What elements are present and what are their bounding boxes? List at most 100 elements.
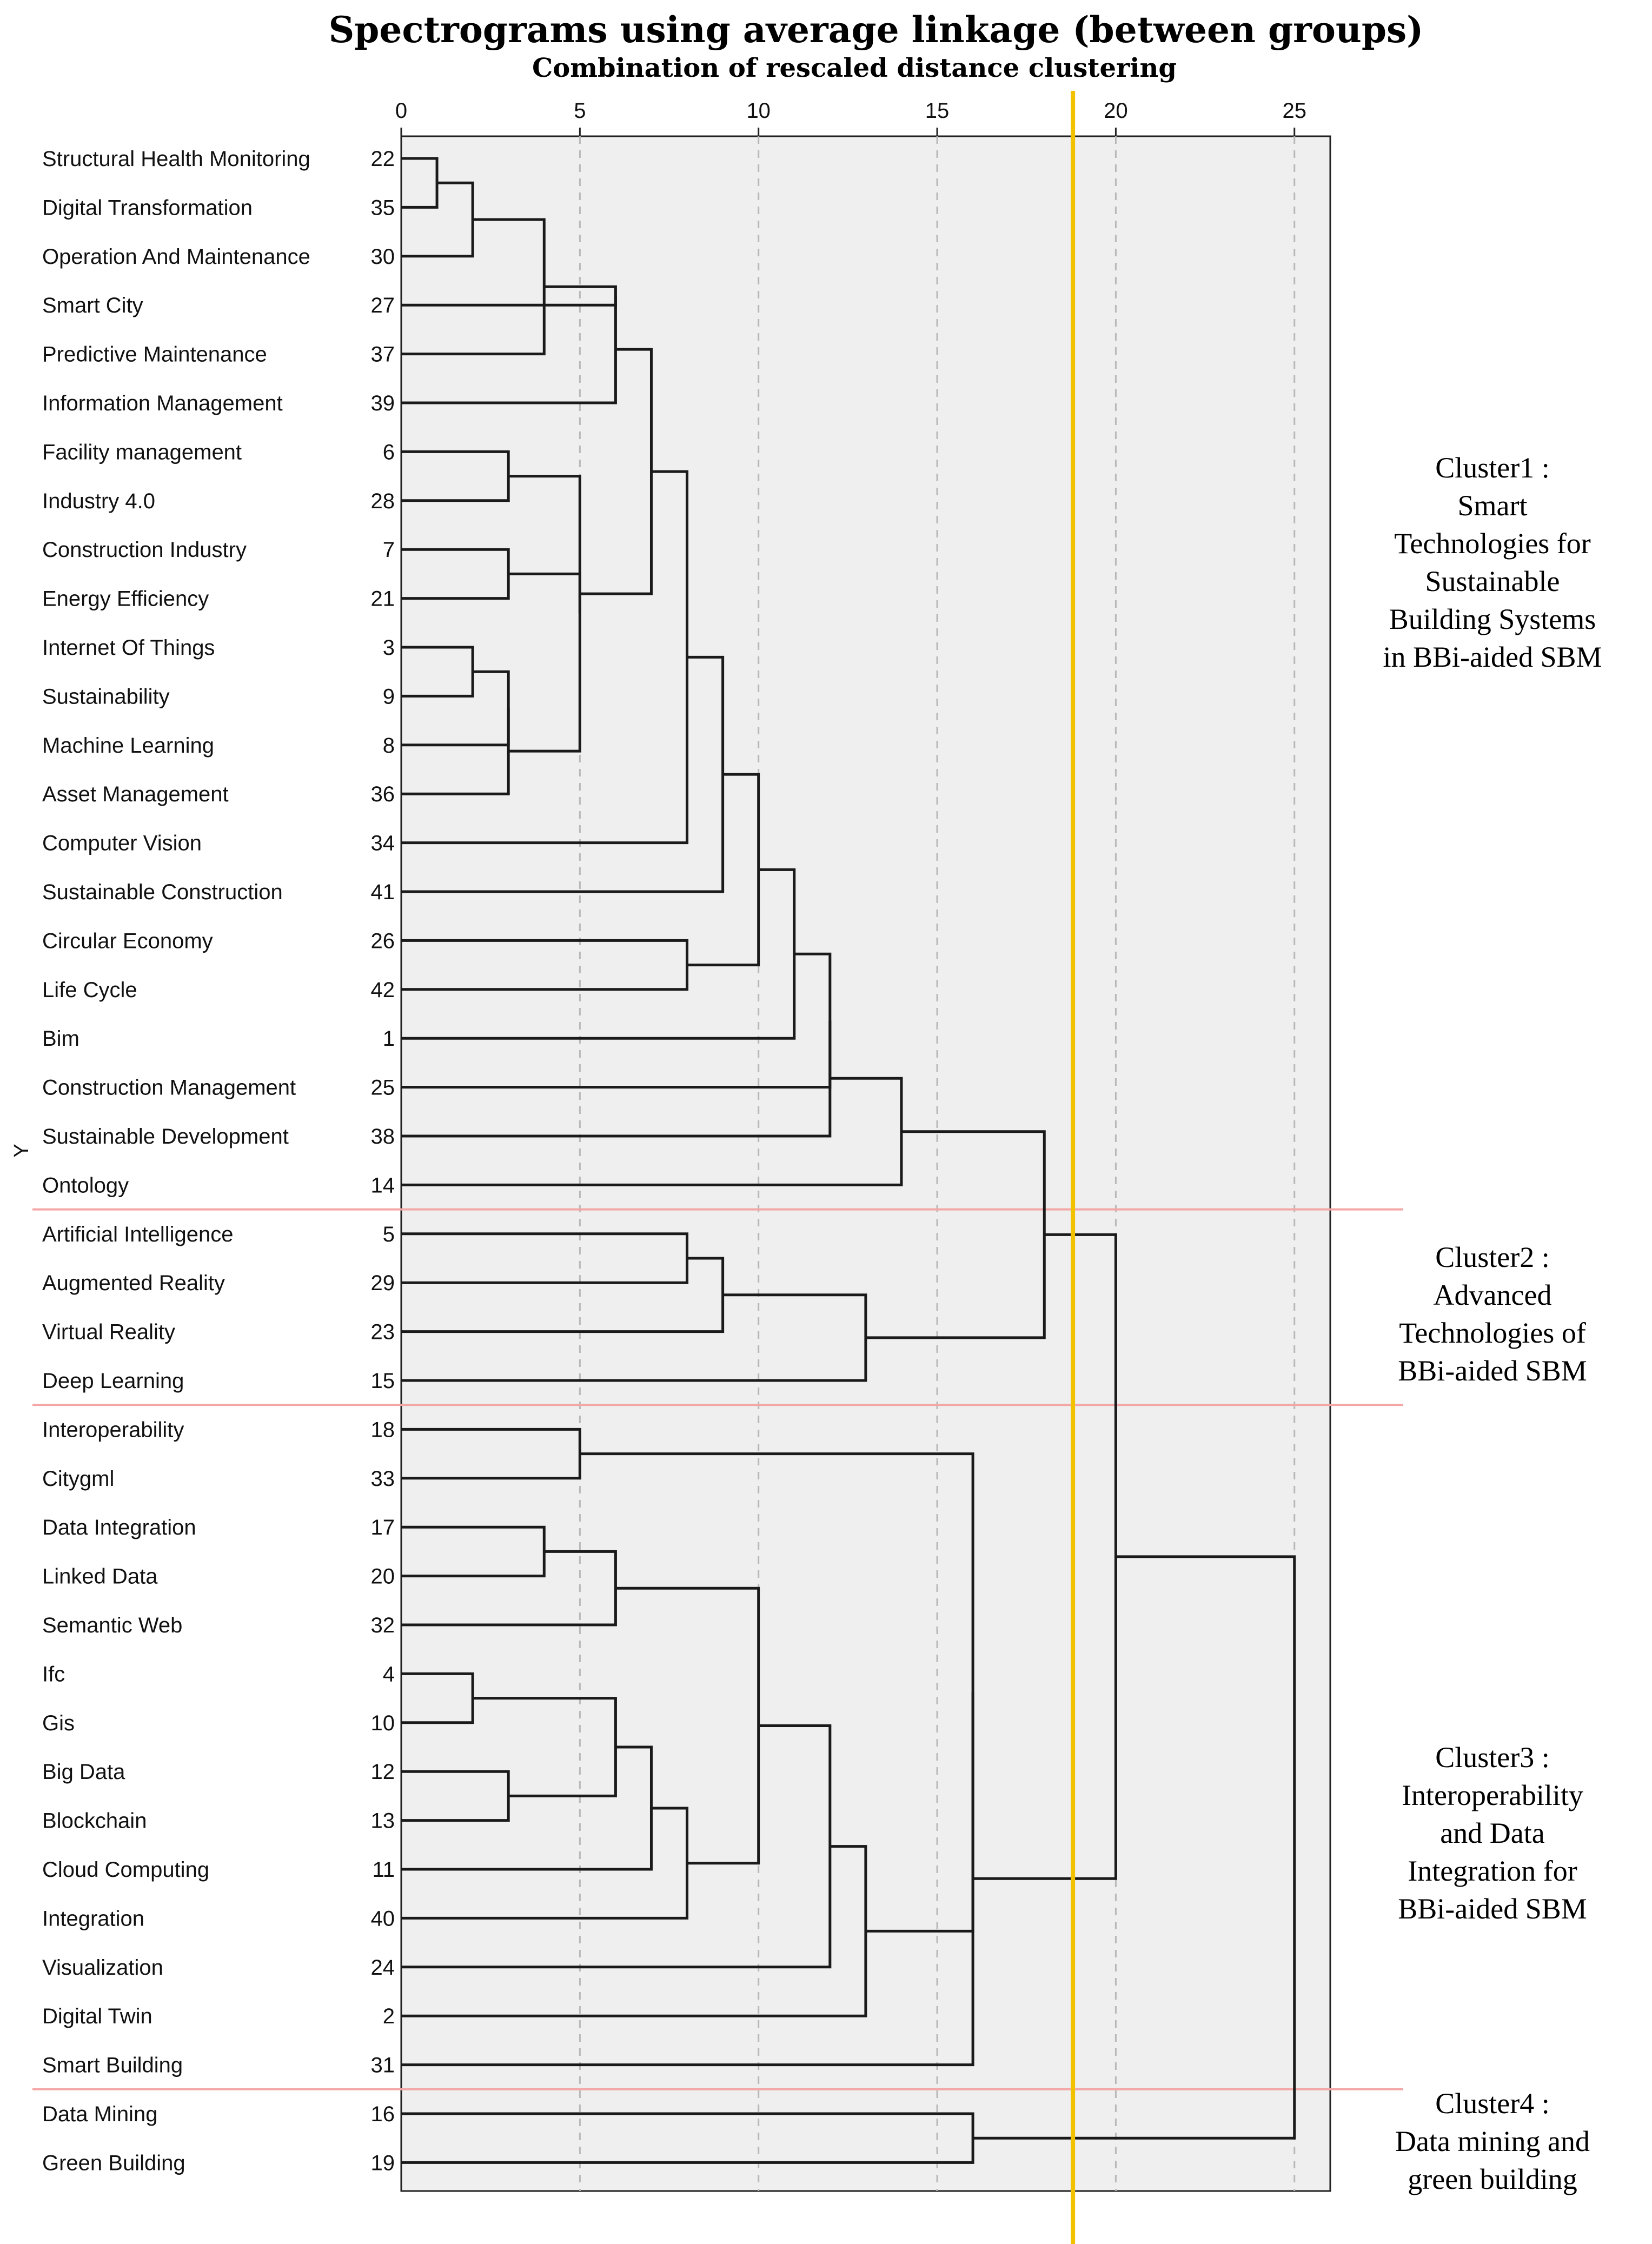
- cluster-label-line: Cluster1 :: [1435, 452, 1550, 484]
- cluster-label: Cluster2 : Advanced Technologies of BBi-aid…: [1398, 1241, 1587, 1387]
- leaf-label: Augmented Reality: [42, 1271, 225, 1295]
- cluster-label-line: Data mining and: [1395, 2125, 1590, 2157]
- leaf-id: 16: [371, 2102, 395, 2126]
- leaf-id: 10: [371, 1711, 395, 1735]
- leaf-label: Deep Learning: [42, 1369, 184, 1393]
- leaf-id: 7: [383, 538, 395, 562]
- leaf-label: Green Building: [42, 2151, 185, 2175]
- leaf-id: 39: [371, 391, 395, 415]
- dendrogram-link: [973, 1555, 1296, 2140]
- leaf-id: 5: [383, 1223, 395, 1246]
- leaf-id: 40: [371, 1907, 395, 1930]
- leaf-id: 28: [371, 489, 395, 513]
- dendrogram-link: [401, 1692, 974, 2067]
- chart-subtitle: Combination of rescaled distance cluster…: [532, 53, 1177, 83]
- cluster-label-line: Technologies of: [1399, 1317, 1586, 1349]
- leaf-label: Gis: [42, 1711, 75, 1735]
- leaf-label: Life Cycle: [42, 978, 137, 1002]
- leaf-id: 27: [371, 294, 395, 317]
- leaf-id: 36: [371, 782, 395, 806]
- leaf-label: Machine Learning: [42, 734, 214, 758]
- cluster-label-line: Cluster4 :: [1435, 2087, 1550, 2120]
- leaf-label: Sustainable Construction: [42, 880, 283, 904]
- leaf-label: Data Integration: [42, 1516, 196, 1539]
- leaf-label: Data Mining: [42, 2102, 157, 2126]
- leaf-label: Facility management: [42, 440, 242, 464]
- leaf-id: 9: [383, 685, 395, 708]
- dendrogram-link: [580, 1452, 974, 1933]
- leaf-label: Cloud Computing: [42, 1858, 209, 1882]
- leaf-label: Ontology: [42, 1173, 129, 1197]
- cluster-label-line: in BBi-aided SBM: [1383, 641, 1602, 673]
- cluster-label-line: Advanced: [1434, 1279, 1552, 1311]
- leaf-label: Asset Management: [42, 782, 229, 806]
- leaf-label: Semantic Web: [42, 1614, 182, 1637]
- leaf-id: 22: [371, 147, 395, 171]
- cluster-label-line: BBi-aided SBM: [1398, 1355, 1587, 1387]
- leaf-label: Integration: [42, 1907, 144, 1930]
- leaf-id: 25: [371, 1076, 395, 1100]
- leaf-id: 12: [371, 1760, 395, 1784]
- leaf-label: Citygml: [42, 1467, 114, 1491]
- leaf-id: 26: [371, 929, 395, 953]
- leaf-label: Energy Efficiency: [42, 587, 209, 611]
- leaf-label: Internet Of Things: [42, 636, 215, 660]
- leaf-label: Visualization: [42, 1956, 163, 1980]
- cluster-label-line: Cluster3 :: [1435, 1741, 1550, 1774]
- leaf-id: 19: [371, 2151, 395, 2175]
- leaf-id: 37: [371, 343, 395, 367]
- cluster-label-line: BBi-aided SBM: [1398, 1893, 1587, 1925]
- cluster-label: Cluster3 : Interoperability and Data Integr…: [1398, 1741, 1587, 1925]
- leaf-label: Artificial Intelligence: [42, 1223, 234, 1246]
- x-tick-label: 25: [1283, 99, 1307, 123]
- dendrogram-link: [401, 708, 510, 795]
- cluster-label-line: and Data: [1440, 1817, 1544, 1849]
- leaf-id: 23: [371, 1320, 395, 1344]
- dendrogram-link: [508, 572, 581, 614]
- x-tick-label: 5: [574, 99, 586, 123]
- cluster-label-line: Building Systems: [1389, 603, 1596, 635]
- leaf-id: 21: [371, 587, 395, 611]
- leaf-label: Smart City: [42, 294, 143, 317]
- leaf-label: Sustainability: [42, 685, 170, 708]
- leaf-id: 31: [371, 2054, 395, 2077]
- leaf-id: 15: [371, 1369, 395, 1393]
- leaf-id: 34: [371, 832, 395, 855]
- leaf-label: Industry 4.0: [42, 489, 155, 513]
- leaf-label: Construction Industry: [42, 538, 247, 562]
- leaf-id: 11: [372, 1858, 395, 1882]
- leaf-id: 6: [383, 440, 395, 464]
- leaf-label: Predictive Maintenance: [42, 343, 267, 367]
- leaf-id: 8: [383, 734, 395, 758]
- leaf-id: 41: [371, 880, 395, 904]
- leaf-label: Operation And Maintenance: [42, 245, 310, 269]
- leaf-id: 1: [383, 1027, 395, 1051]
- chart-title: Spectrograms using average linkage (betw…: [329, 9, 1424, 51]
- leaf-label: Smart Building: [42, 2054, 183, 2077]
- leaf-label: Circular Economy: [42, 929, 213, 953]
- cluster-label-line: Sustainable: [1425, 565, 1560, 597]
- cluster-label-line: Cluster2 :: [1435, 1241, 1550, 1273]
- x-tick-label: 15: [925, 99, 950, 123]
- cluster-label-line: Technologies for: [1394, 527, 1591, 560]
- leaf-label: Blockchain: [42, 1809, 147, 1833]
- leaf-id: 38: [371, 1125, 395, 1148]
- leaf-id: 18: [371, 1418, 395, 1442]
- leaf-id: 4: [383, 1662, 395, 1686]
- leaf-label: Linked Data: [42, 1565, 158, 1589]
- leaf-label: Big Data: [42, 1760, 125, 1784]
- leaf-label: Interoperability: [42, 1418, 184, 1442]
- leaf-id: 32: [371, 1614, 395, 1637]
- leaf-id: 17: [371, 1516, 395, 1539]
- leaf-id: 24: [371, 1956, 395, 1980]
- leaf-label: Structural Health Monitoring: [42, 147, 310, 171]
- leaf-id: 35: [371, 196, 395, 220]
- leaf-id: 29: [371, 1271, 395, 1295]
- leaf-label: Information Management: [42, 391, 283, 415]
- leaf-label: Digital Twin: [42, 2004, 152, 2028]
- x-tick-label: 20: [1104, 99, 1128, 123]
- cluster-label-line: Integration for: [1408, 1855, 1577, 1887]
- cluster-label-line: Interoperability: [1402, 1779, 1583, 1811]
- dendrogram-link: [401, 1020, 832, 1138]
